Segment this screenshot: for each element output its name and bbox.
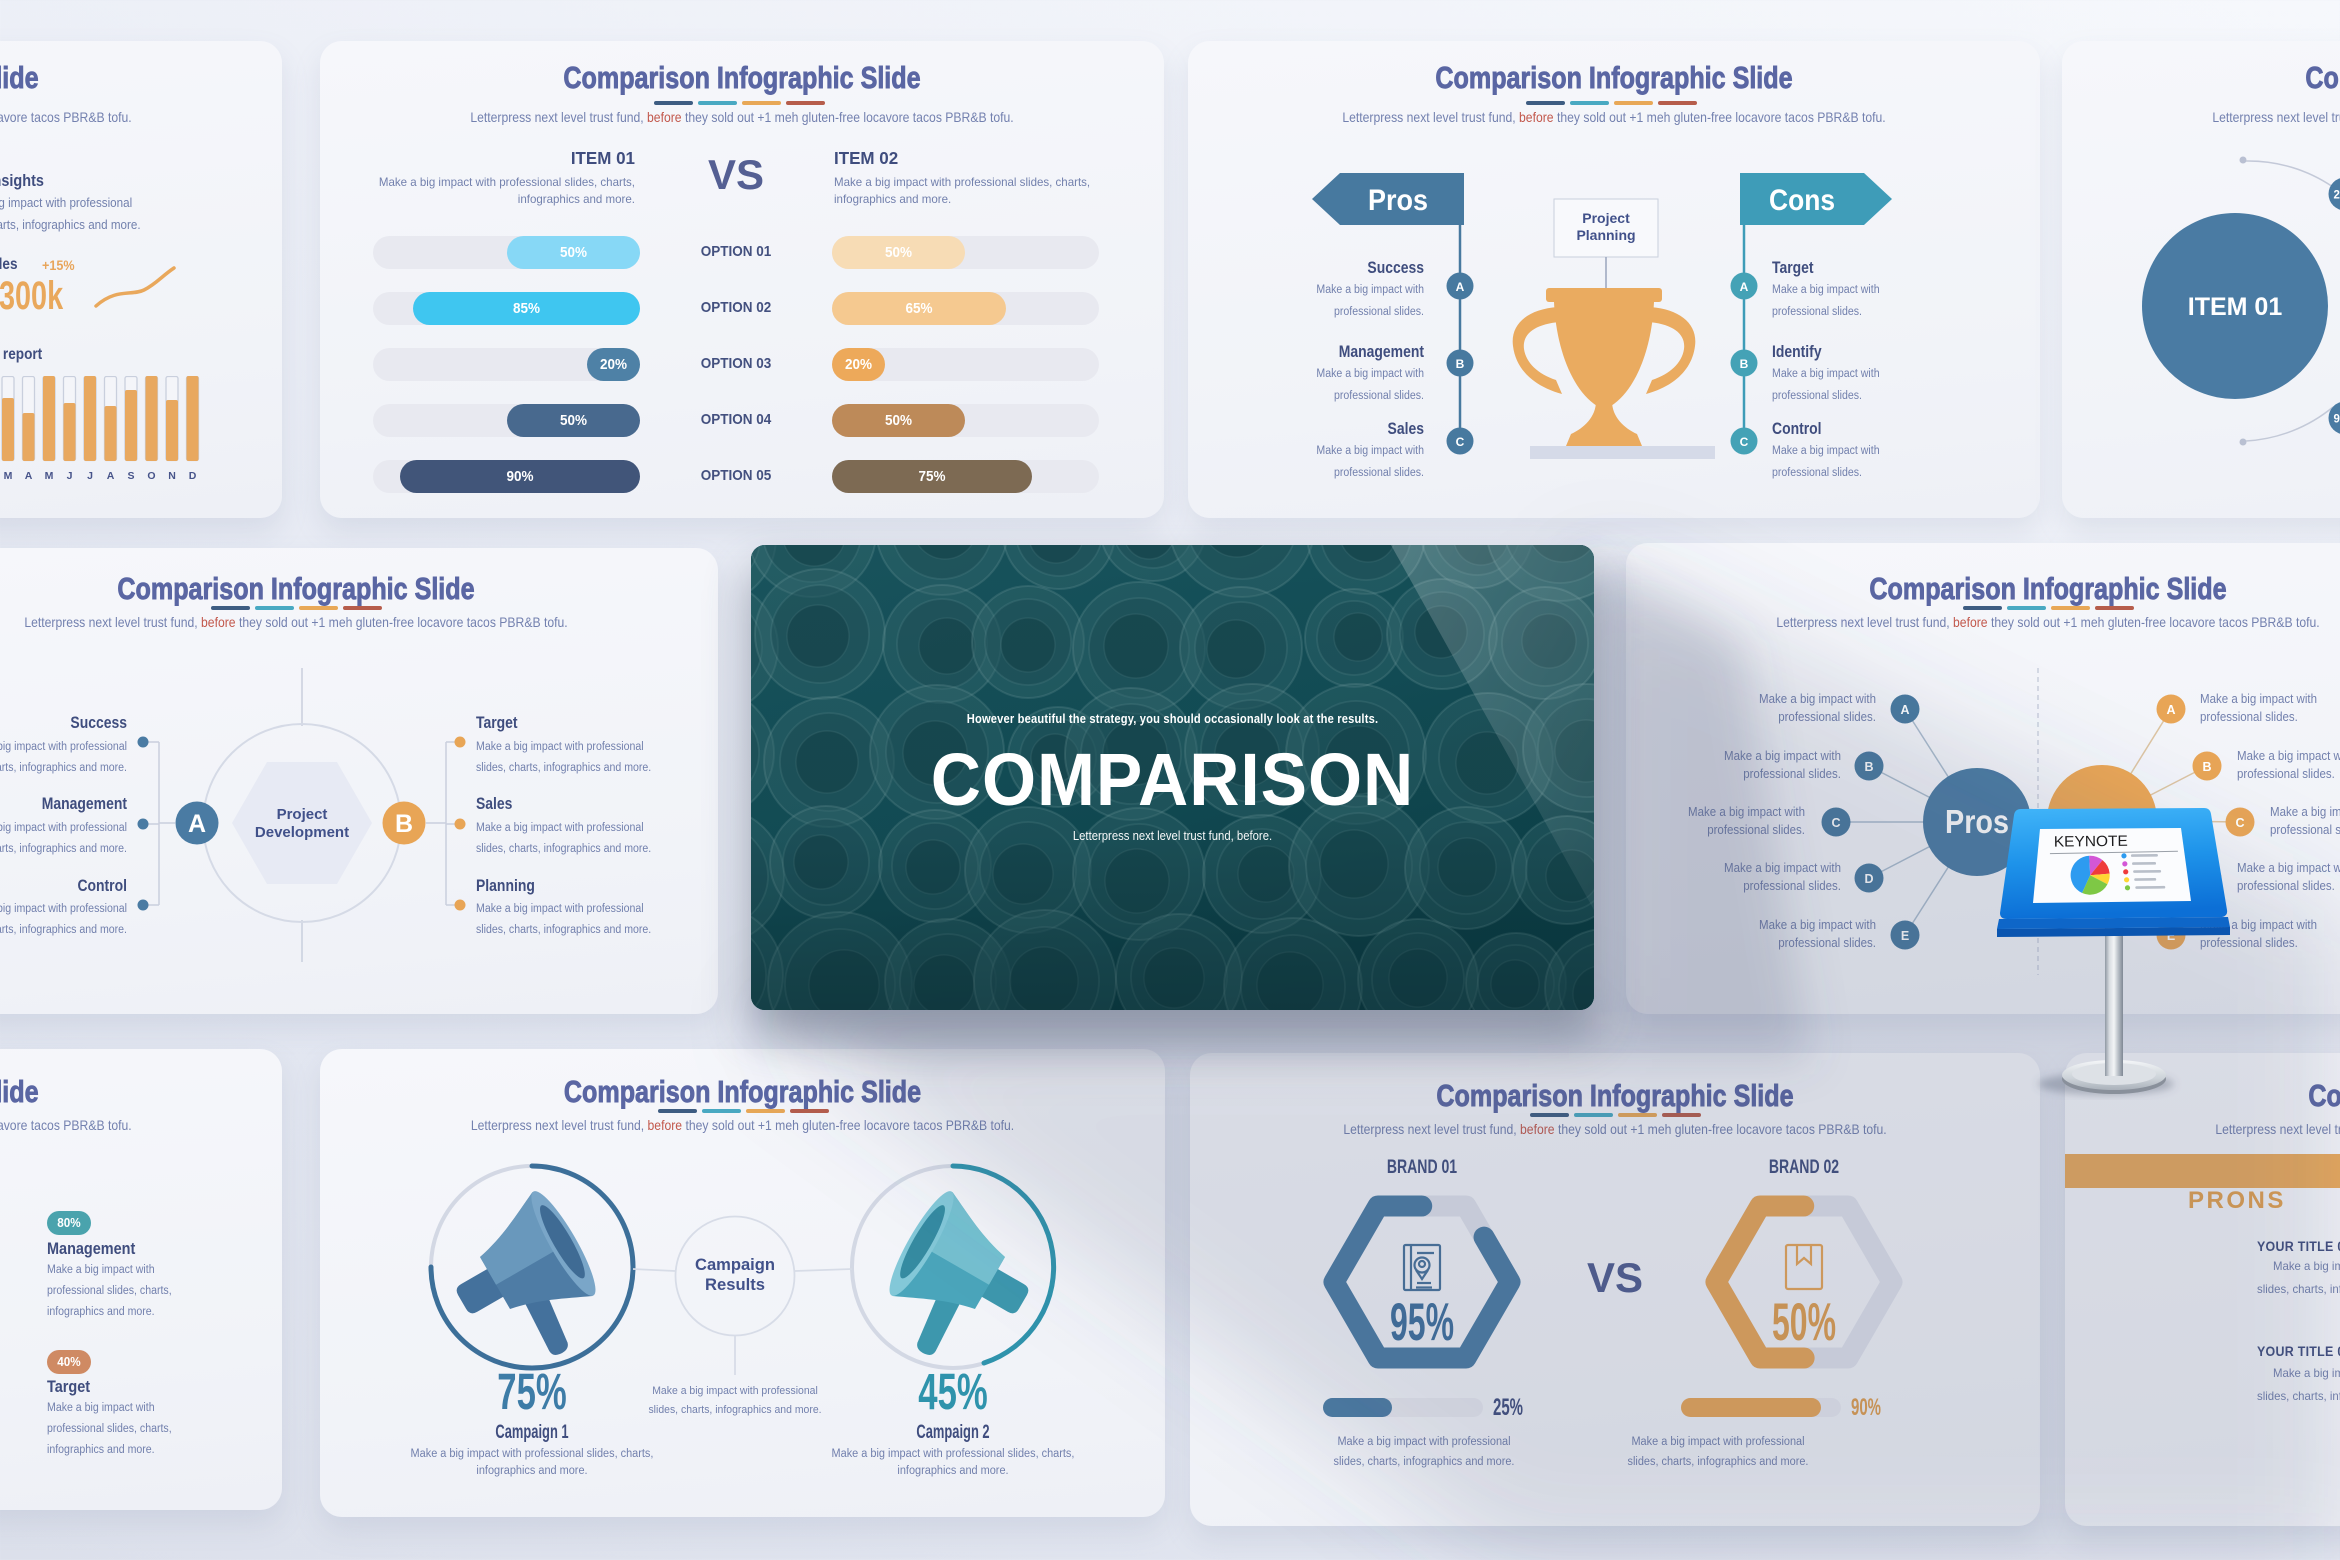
svg-text:95%: 95% [1390,1293,1454,1352]
svg-text:24%: 24% [2333,190,2340,202]
svg-text:A: A [1456,280,1465,294]
svg-text:50%: 50% [1772,1293,1836,1352]
svg-text:Project: Project [1582,210,1630,226]
svg-text:C: C [1831,816,1840,830]
svg-text:90%: 90% [1851,1394,1881,1421]
svg-text:Development: Development [255,824,349,841]
svg-text:M: M [4,470,13,482]
svg-text:92%: 92% [2333,414,2340,426]
svg-text:S: S [127,470,134,482]
svg-text:Cons: Cons [1769,184,1835,217]
svg-text:A: A [188,810,206,838]
svg-text:25%: 25% [1493,1394,1523,1421]
svg-text:A: A [107,470,115,482]
svg-text:C: C [1740,435,1749,449]
svg-text:Campaign: Campaign [695,1256,775,1274]
svg-text:Planning: Planning [1576,227,1635,243]
svg-text:D: D [1864,872,1873,886]
svg-text:Pros: Pros [1368,184,1428,217]
svg-text:Project: Project [277,806,328,823]
svg-text:D: D [189,470,197,482]
svg-text:A: A [1740,280,1749,294]
svg-text:M: M [45,470,54,482]
svg-text:A: A [25,470,33,482]
svg-text:J: J [67,470,73,482]
svg-text:C: C [1456,435,1465,449]
svg-text:B: B [395,810,413,838]
svg-text:B: B [2202,760,2211,774]
svg-text:O: O [147,470,155,482]
svg-text:B: B [1456,357,1465,371]
svg-text:Results: Results [705,1276,765,1294]
svg-text:B: B [1864,760,1873,774]
svg-text:ITEM 01: ITEM 01 [2188,293,2283,321]
svg-text:N: N [168,470,176,482]
svg-text:E: E [1901,929,1909,943]
svg-text:KEYNOTE: KEYNOTE [2054,833,2128,851]
svg-text:A: A [1900,703,1909,717]
svg-text:B: B [1740,357,1749,371]
svg-text:A: A [2166,703,2175,717]
svg-text:J: J [87,470,93,482]
